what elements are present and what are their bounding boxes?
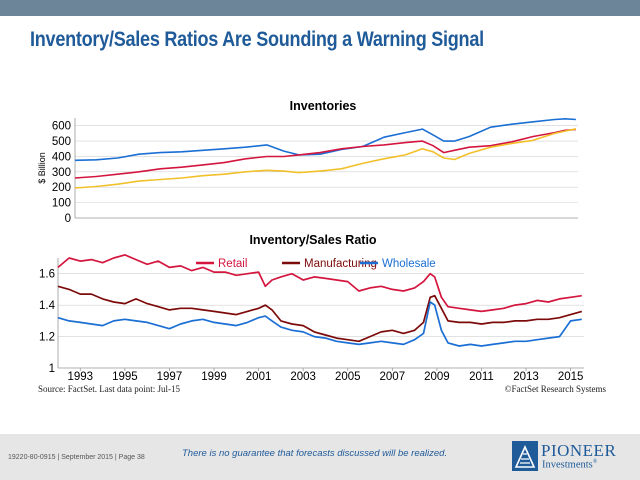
ratio-x-tick-label: 2007 bbox=[380, 371, 406, 383]
inventories-y-axis-label: $ Billion bbox=[37, 152, 47, 184]
inventories-series-line-1 bbox=[74, 118, 576, 162]
ratio-series-line-wholesale bbox=[57, 301, 582, 347]
forecast-disclaimer: There is no guarantee that forecasts dis… bbox=[182, 448, 448, 459]
source-note: Source: FactSet. Last data point: Jul-15 bbox=[38, 384, 180, 394]
ratio-series-line-retail bbox=[57, 254, 582, 313]
inventories-gridlines bbox=[75, 125, 578, 203]
inventories-series-line-2 bbox=[74, 128, 576, 179]
inventories-y-tick-label: 0 bbox=[65, 213, 71, 225]
ratio-series-line-manufacturing bbox=[57, 285, 583, 343]
logo-registered-mark: ® bbox=[592, 459, 598, 465]
ratio-x-tick-label: 2009 bbox=[424, 371, 450, 383]
ratio-legend: Retail Manufacturing Wholesale bbox=[196, 258, 436, 270]
ratio-y-tick-label: 1 bbox=[49, 363, 55, 375]
ratio-y-tick-label: 1.6 bbox=[39, 269, 55, 281]
pioneer-logo-mark-icon bbox=[512, 441, 538, 471]
logo-subtitle: Investments® bbox=[542, 459, 597, 471]
legend-label-retail: Retail bbox=[218, 258, 247, 270]
ratio-x-tick-label: 1995 bbox=[112, 371, 138, 383]
ratio-gridlines bbox=[58, 273, 584, 337]
ratio-x-tick-label: 2005 bbox=[335, 371, 361, 383]
inventories-y-tick-label: 400 bbox=[52, 151, 71, 163]
slide-title: Inventory/Sales Ratios Are Sounding a Wa… bbox=[30, 28, 484, 51]
ratio-x-tick-label: 2011 bbox=[469, 371, 494, 383]
ratio-chart-title: Inventory/Sales Ratio bbox=[249, 233, 376, 247]
document-id: 19220-80-0915 | September 2015 | Page 38 bbox=[8, 454, 145, 461]
charts-canvas: Inventories $ Billion 0 100 200 300 400 500 60… bbox=[37, 99, 584, 383]
ratio-x-tick-label: 2001 bbox=[246, 371, 272, 383]
ratio-y-tick-label: 1.4 bbox=[39, 300, 56, 312]
inventories-y-tick-label: 500 bbox=[52, 136, 71, 148]
legend-label-wholesale: Wholesale bbox=[382, 258, 436, 270]
ratio-y-tick-labels: 1 1.2 1.4 1.6 bbox=[39, 269, 56, 375]
footer-bar: 19220-80-0915 | September 2015 | Page 38… bbox=[0, 434, 640, 480]
ratio-x-tick-label: 1999 bbox=[201, 371, 227, 383]
inventories-y-tick-label: 100 bbox=[52, 198, 71, 210]
inventories-series-line-3 bbox=[74, 128, 577, 189]
copyright-note: ©FactSet Research Systems bbox=[504, 384, 606, 394]
inventories-y-tick-label: 300 bbox=[52, 167, 71, 179]
ratio-y-tick-label: 1.2 bbox=[39, 332, 55, 344]
inventories-y-tick-label: 600 bbox=[52, 121, 71, 133]
inventories-chart-title: Inventories bbox=[290, 99, 357, 113]
ratio-x-tick-label: 2003 bbox=[290, 371, 316, 383]
ratio-x-tick-label: 1997 bbox=[157, 371, 183, 383]
legend-label-manufacturing: Manufacturing bbox=[304, 258, 377, 270]
ratio-series-group bbox=[57, 254, 583, 347]
inventories-y-tick-labels: 0 100 200 300 400 500 600 bbox=[52, 121, 71, 225]
ratio-x-tick-label: 1993 bbox=[67, 371, 93, 383]
inventories-series-group bbox=[74, 118, 577, 189]
top-bar bbox=[0, 0, 640, 16]
inventories-y-tick-label: 200 bbox=[52, 182, 71, 194]
ratio-x-tick-label: 2013 bbox=[513, 371, 539, 383]
logo-name: PIONEER bbox=[541, 441, 617, 460]
logo-subtitle-text: Investments bbox=[542, 459, 593, 471]
pioneer-logo: PIONEER Investments® bbox=[512, 441, 632, 475]
ratio-x-tick-label: 2015 bbox=[558, 371, 584, 383]
ratio-x-tick-labels: 1993 1995 1997 1999 2001 2003 2005 2007 2009 2011… bbox=[67, 368, 583, 383]
